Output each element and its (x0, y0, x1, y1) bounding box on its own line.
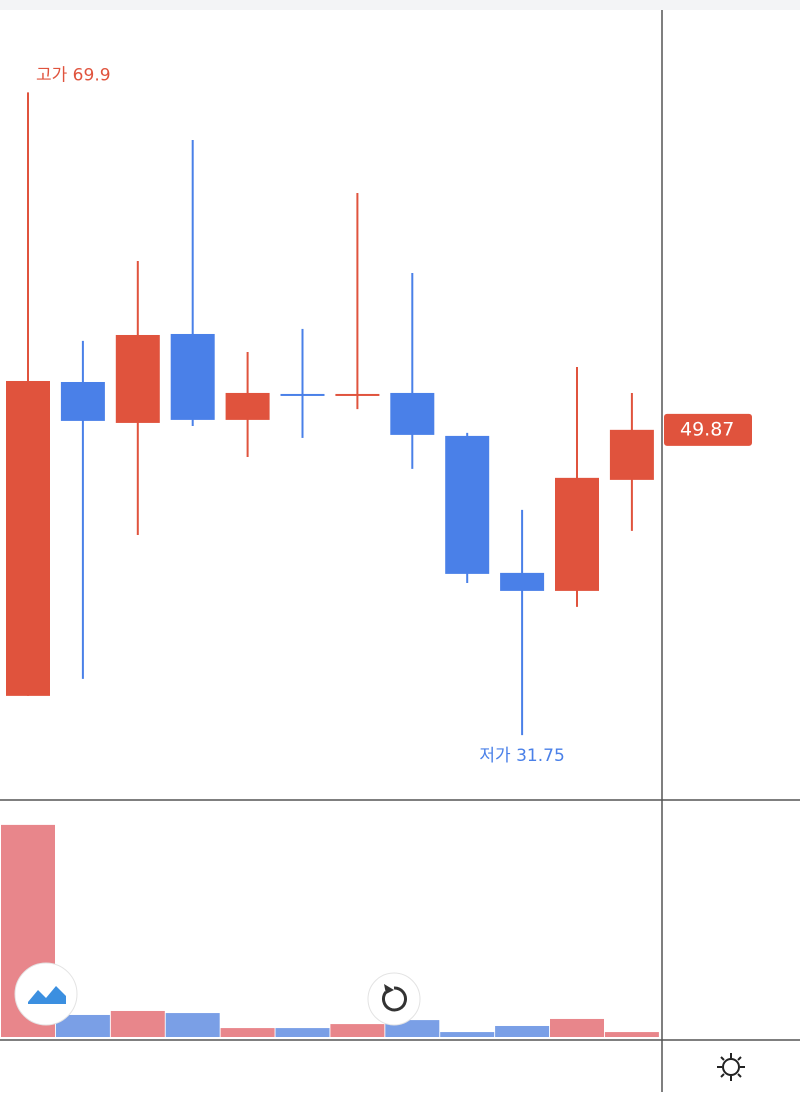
candle-body (115, 334, 160, 423)
candle-body (445, 435, 490, 574)
volume-bar (275, 1028, 330, 1037)
candle-body (6, 380, 50, 696)
volume-bar (440, 1032, 495, 1037)
volume-bar (604, 1032, 659, 1037)
candle-body (335, 393, 380, 396)
marks (1, 92, 659, 1037)
volume-bar (495, 1025, 550, 1037)
last-price-badge (664, 413, 752, 446)
labels: 고가 69.9 저가 31.75 49.87 (36, 65, 752, 766)
candle-body (500, 572, 545, 591)
candle-body (225, 392, 270, 420)
volume-bar (220, 1028, 275, 1037)
volume-bar (165, 1013, 220, 1037)
top-strip (0, 0, 800, 10)
candle-body (60, 381, 105, 421)
candle-body (609, 429, 654, 480)
chart-type-button[interactable] (14, 962, 78, 1026)
volume-bar (550, 1018, 604, 1037)
low-annotation: 저가 31.75 (479, 746, 564, 766)
last-price-label: 49.87 (680, 418, 734, 440)
settings-button[interactable] (717, 1053, 745, 1081)
volume-bar (110, 1010, 165, 1037)
candle-body (280, 393, 325, 396)
volume-bar (330, 1024, 385, 1037)
candle-body (555, 477, 599, 591)
volume-bar (55, 1014, 110, 1037)
candle-body (170, 333, 215, 420)
reset-button[interactable] (367, 972, 421, 1026)
candle-body (390, 392, 435, 435)
high-annotation: 고가 69.9 (36, 65, 111, 85)
